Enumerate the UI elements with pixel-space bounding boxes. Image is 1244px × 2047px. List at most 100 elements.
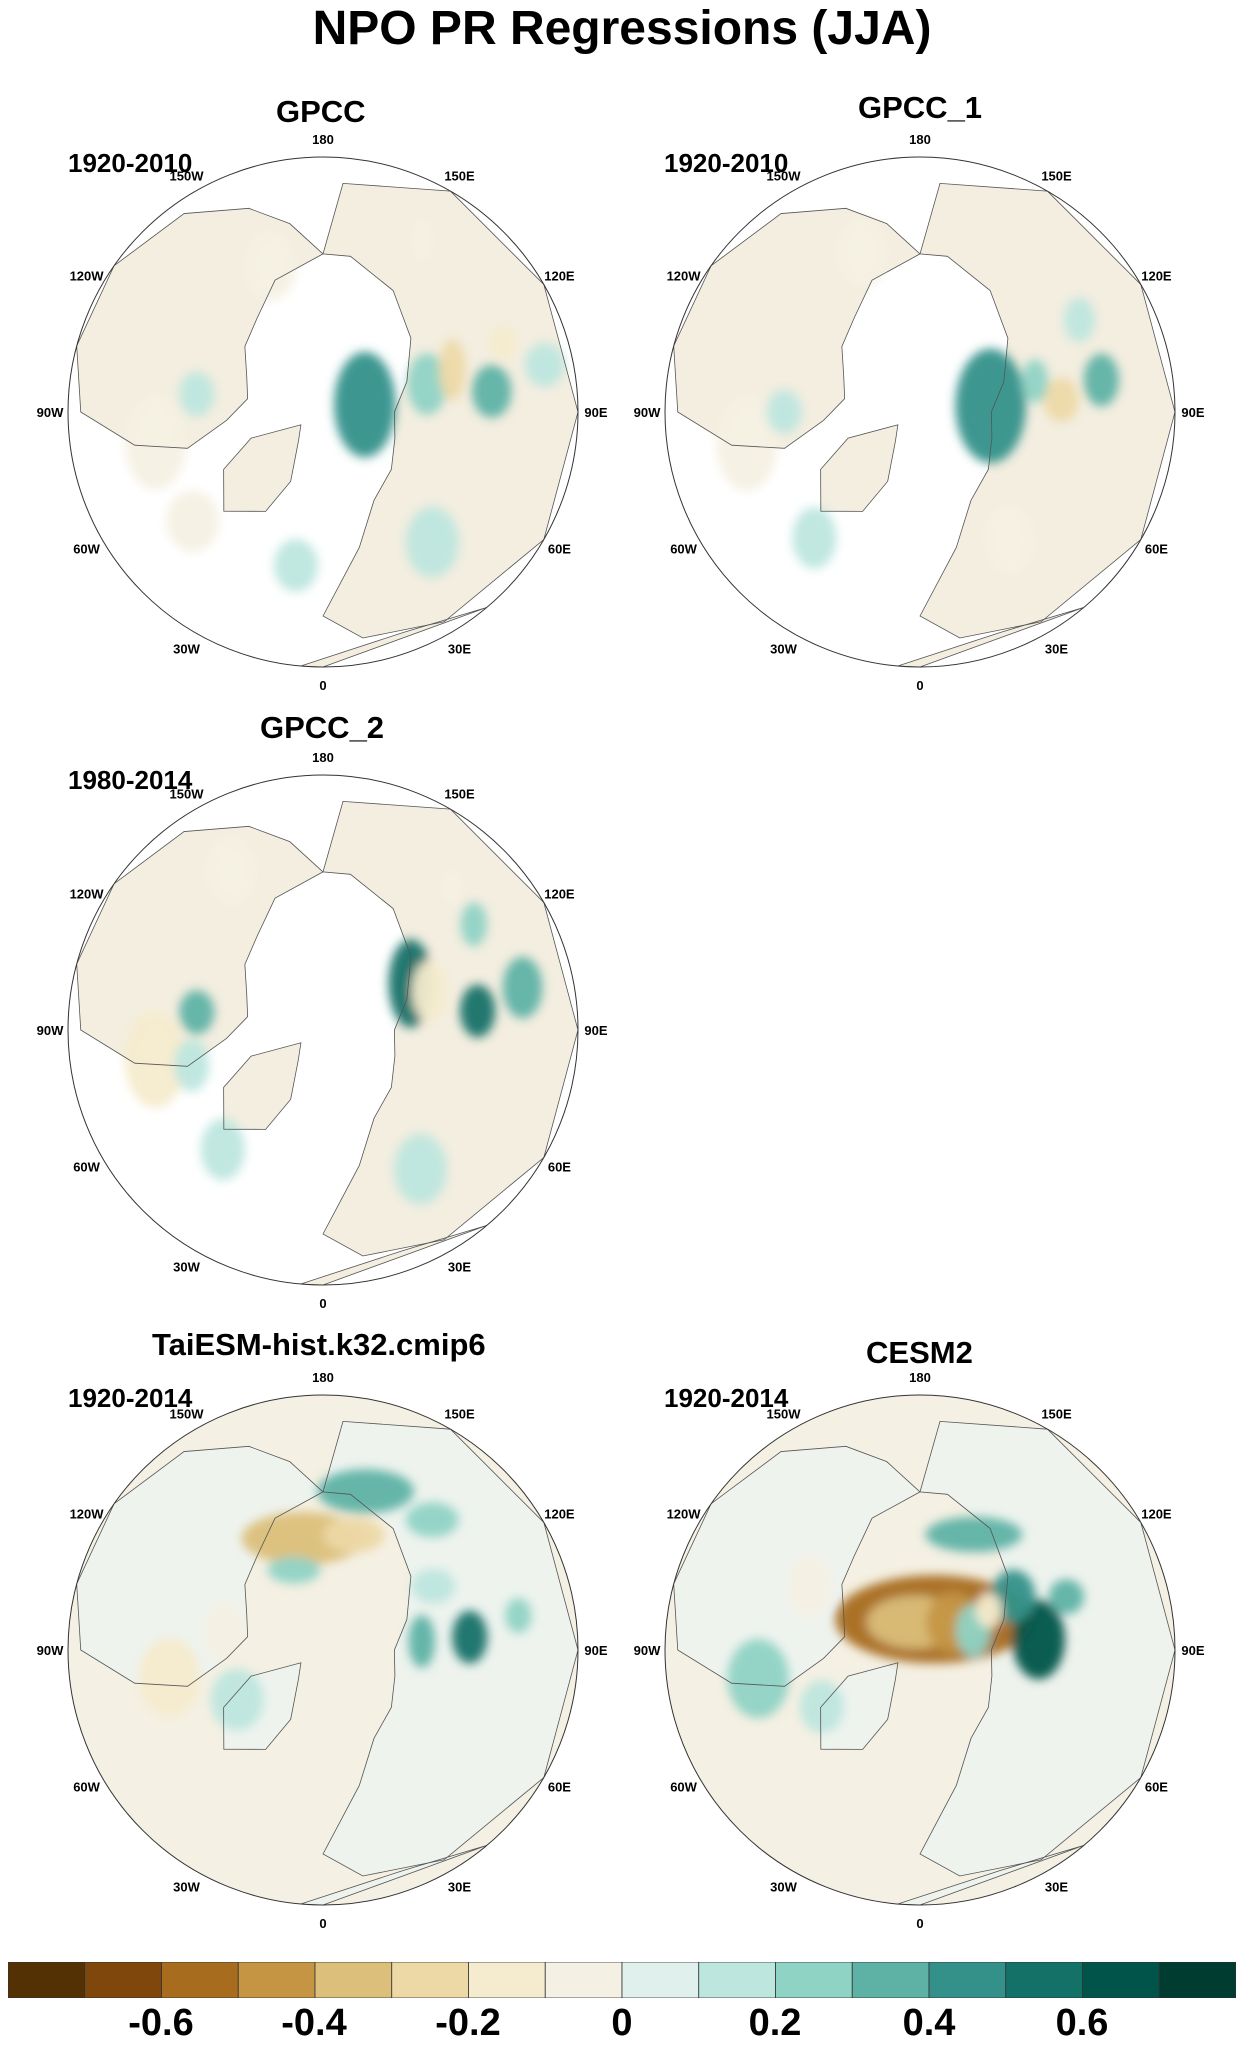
anomaly-patch: [787, 1555, 832, 1618]
colorbar-swatch: [1082, 1962, 1160, 1998]
coastline: [76, 207, 324, 449]
panel-title: GPCC_2: [260, 710, 385, 745]
coastline: [76, 825, 324, 1067]
anomaly-patch: [505, 1597, 532, 1634]
colorbar-swatch: [621, 1962, 700, 1998]
coastline: [76, 1445, 324, 1687]
longitude-label: 60E: [548, 542, 571, 557]
anomaly-patch: [124, 393, 187, 490]
anomaly-patch: [452, 1610, 488, 1664]
anomaly-patch: [835, 217, 889, 288]
colorbar-tick-label: 0.6: [1055, 2002, 1109, 2044]
panel-title: GPCC_1: [858, 90, 983, 125]
longitude-label: 30E: [448, 1259, 471, 1274]
colorbar-swatch: [1158, 1962, 1236, 1998]
colorbar-swatch: [468, 1962, 546, 1998]
longitude-label: 150W: [767, 169, 802, 184]
longitude-label: 30E: [1045, 1879, 1068, 1894]
colorbar-tick-label: 0.2: [748, 2002, 802, 2044]
longitude-label: 90W: [37, 1643, 64, 1658]
longitude-label: 60W: [73, 1160, 100, 1175]
anomaly-patch: [411, 960, 448, 1023]
colorbar-swatch: [775, 1962, 853, 1998]
anomaly-patch: [273, 539, 318, 592]
panel-title: CESM2: [866, 1335, 973, 1370]
anomaly-patch: [405, 1502, 459, 1538]
anomaly-patch: [200, 1118, 245, 1181]
anomaly-patch: [411, 218, 434, 263]
colorbar-swatch: [698, 1962, 776, 1998]
figure-title: NPO PR Regressions (JJA): [312, 2, 932, 55]
colorbar-swatch: [161, 1962, 239, 1998]
anomaly-patch: [502, 956, 543, 1019]
colorbar-swatch: [84, 1962, 162, 1998]
land-shading: [323, 183, 578, 639]
anomaly-patch: [792, 507, 837, 569]
longitude-label: 180: [312, 132, 334, 147]
anomaly-patch: [925, 1516, 1023, 1553]
colorbar-tick-label: -0.4: [281, 2002, 347, 2044]
anomaly-patch: [138, 1637, 201, 1717]
coastline: [223, 1042, 302, 1130]
colorbar: [8, 1962, 1236, 1998]
land-shading: [820, 424, 898, 512]
anomaly-patch: [440, 869, 463, 905]
longitude-label: 150E: [444, 787, 475, 802]
longitude-label: 30W: [173, 1259, 200, 1274]
panel-gpcc: GPCC 1920-2010 180 150E 120E 90E 60E 30E 0 30W 6…: [0, 0, 622, 693]
longitude-label: 30E: [448, 1879, 471, 1894]
anomaly-patch: [322, 1517, 385, 1553]
anomaly-patch: [405, 507, 459, 578]
anomaly-patch: [407, 353, 447, 415]
longitude-label: 60W: [670, 542, 697, 557]
anomaly-patch: [317, 1469, 414, 1514]
colorbar-tick-label: 0: [611, 2002, 633, 2044]
longitude-label: 60W: [73, 1780, 100, 1795]
coastline: [223, 1662, 302, 1750]
land-shading: [76, 826, 324, 1067]
longitude-label: 90W: [37, 405, 64, 420]
colorbar-swatch: [544, 1962, 623, 1998]
coastline: [820, 424, 899, 512]
land-shading: [76, 1446, 324, 1687]
anomaly-patch: [174, 1038, 210, 1092]
longitude-label: 90E: [584, 405, 607, 420]
longitude-label: 30W: [173, 1879, 200, 1894]
coastline: [673, 1445, 921, 1687]
longitude-label: 60W: [73, 542, 100, 557]
longitude-label: 30E: [1045, 641, 1068, 656]
longitude-label: 150W: [170, 1407, 205, 1422]
anomaly-patch: [166, 490, 220, 553]
anomaly-patch: [471, 364, 512, 418]
longitude-label: 180: [909, 1370, 931, 1385]
anomaly-patch: [408, 1614, 435, 1668]
longitude-label: 120W: [667, 1507, 702, 1522]
anomaly-patch: [460, 902, 488, 947]
panel-cesm2: CESM2 1920-2014 180 150E 120E 90E 60E 30E 0 30W…: [634, 1335, 1205, 1931]
colorbar-swatch: [928, 1962, 1007, 1998]
longitude-label: 0: [319, 1296, 326, 1311]
longitude-label: 0: [916, 678, 923, 693]
map-border: [67, 156, 579, 668]
panel-gpcc-2: GPCC_2 1980-2014 180 150E 120E 90E 60E 30E 0 30…: [0, 0, 622, 1320]
anomaly-patch: [179, 372, 215, 417]
coastline: [673, 207, 921, 449]
longitude-label: 30W: [770, 641, 797, 656]
anomaly-patch: [267, 1556, 321, 1584]
colorbar-swatch: [1005, 1962, 1083, 1998]
panel-title: TaiESM-hist.k32.cmip6: [152, 1327, 486, 1362]
polar-map: 180 150E 120E 90E 60E 30E 0 30W 60W 90W 120W 150W: [37, 1370, 608, 1931]
colorbar-tick-label: 0.4: [902, 2002, 956, 2044]
longitude-label: 90E: [584, 1643, 607, 1658]
anomaly-patch: [204, 835, 258, 906]
anomaly-patch: [1048, 1579, 1085, 1615]
coastline: [820, 1662, 899, 1750]
anomaly-patch: [489, 325, 517, 361]
polar-map: 180 150E 120E 90E 60E 30E 0 30W 60W 90W 120W 150W: [37, 750, 608, 1311]
longitude-label: 150E: [1041, 169, 1072, 184]
anomaly-patch: [460, 984, 496, 1038]
panel-title: GPCC: [276, 94, 366, 129]
longitude-label: 120E: [544, 887, 575, 902]
anomaly-patch: [394, 1134, 447, 1205]
panel-period: 1920-2010: [68, 148, 193, 178]
